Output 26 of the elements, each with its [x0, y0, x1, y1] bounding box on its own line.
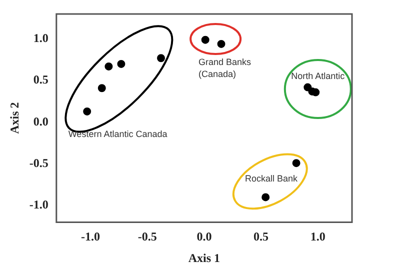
point	[262, 193, 270, 202]
x-tick-label: -1.0	[81, 229, 100, 244]
series-label: Grand Banks (Canada)	[198, 56, 252, 79]
x-tick-label: 1.0	[310, 229, 326, 244]
series-label: North Atlantic	[291, 70, 346, 81]
point	[312, 88, 320, 96]
y-axis-title: Axis 2	[7, 102, 22, 134]
x-tick-label: 0.5	[254, 229, 269, 244]
y-tick-label: -0.5	[29, 156, 48, 170]
y-tick-label: 0.0	[33, 114, 48, 128]
point	[156, 54, 165, 62]
point	[292, 159, 300, 168]
y-tick-label: 0.5	[33, 72, 48, 87]
x-tick-label: -0.5	[138, 229, 157, 244]
x-axis-title: Axis 1	[188, 250, 220, 265]
point	[104, 62, 113, 70]
point	[98, 84, 106, 92]
text: Western Atlantic Canada	[68, 129, 168, 140]
x-tick-label: 0.0	[196, 229, 212, 244]
point	[217, 40, 226, 48]
point	[117, 60, 126, 68]
y-tick-label: -1.0	[29, 198, 48, 212]
point	[201, 36, 210, 44]
point	[83, 107, 92, 116]
series-label: Rockall Bank	[245, 173, 298, 184]
y-tick-label: 1.0	[33, 31, 48, 46]
